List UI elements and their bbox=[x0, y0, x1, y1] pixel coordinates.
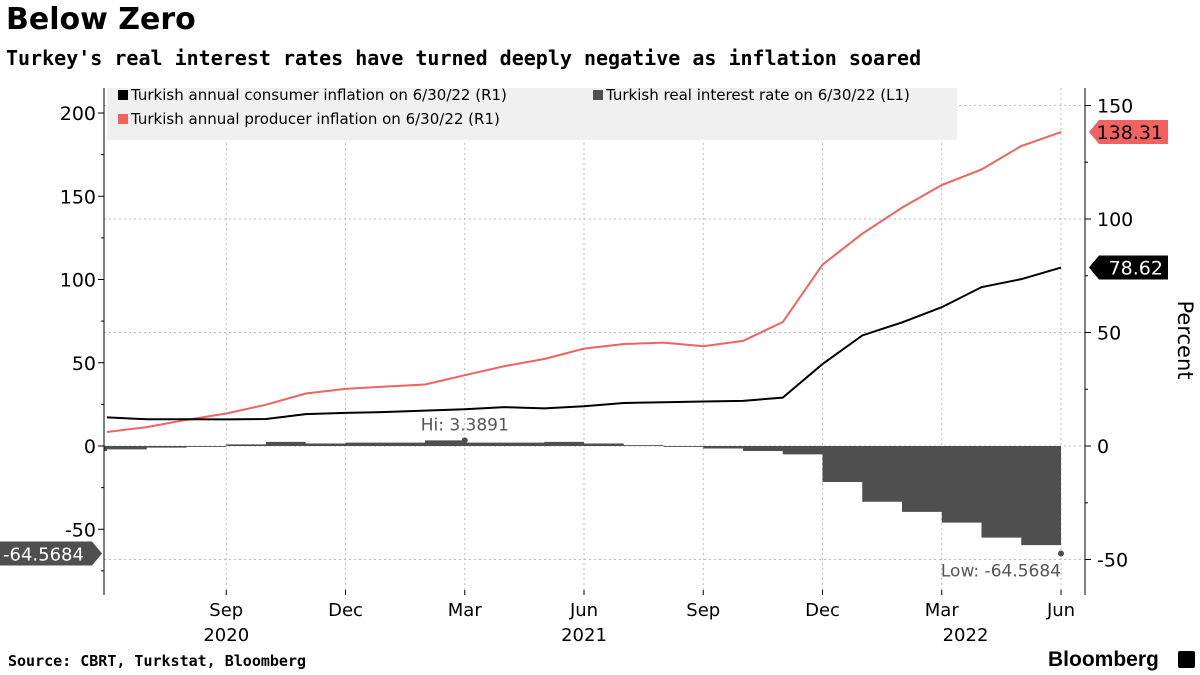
x-tick-label: Mar bbox=[448, 600, 483, 621]
right-tick-label: 0 bbox=[1097, 436, 1109, 458]
left-tick-label: 0 bbox=[84, 436, 96, 458]
bloomberg-logo: Bloomberg bbox=[1048, 648, 1159, 671]
bloomberg-logo-icon bbox=[1178, 651, 1195, 668]
x-year-label: 2022 bbox=[943, 625, 989, 646]
right-tick-label: -50 bbox=[1097, 550, 1128, 572]
x-year-label: 2021 bbox=[561, 625, 607, 646]
value-tag-label: -64.5684 bbox=[3, 545, 84, 566]
chart-subtitle: Turkey's real interest rates have turned… bbox=[6, 46, 922, 70]
left-tick-label: 200 bbox=[60, 103, 96, 125]
low-annotation: Low: -64.5684 bbox=[941, 562, 1061, 582]
chart-title: Below Zero bbox=[6, 2, 196, 37]
x-tick-label: Dec bbox=[328, 600, 363, 621]
left-tick-label: 150 bbox=[60, 186, 96, 208]
value-tag bbox=[1089, 255, 1168, 280]
source-note: Source: CBRT, Turkstat, Bloomberg bbox=[8, 652, 307, 670]
legend-label: Turkish annual consumer inflation on 6/3… bbox=[130, 86, 507, 104]
legend-swatch bbox=[118, 114, 128, 124]
cpi-line bbox=[106, 266, 1062, 421]
x-tick-label: Sep bbox=[686, 600, 720, 621]
x-tick-label: Jun bbox=[569, 600, 598, 621]
right-axis-label: Percent bbox=[1173, 300, 1197, 379]
low-marker bbox=[1058, 550, 1064, 557]
value-tag-label: 138.31 bbox=[1097, 122, 1163, 144]
ppi-line bbox=[106, 131, 1062, 433]
left-tick-label: 100 bbox=[60, 270, 96, 292]
right-tick-label: 100 bbox=[1097, 209, 1133, 231]
left-tick-label: 50 bbox=[72, 353, 96, 375]
x-year-label: 2020 bbox=[203, 625, 249, 646]
value-tag bbox=[1089, 120, 1168, 145]
x-tick-label: Jun bbox=[1046, 600, 1075, 621]
right-tick-label: 150 bbox=[1097, 96, 1133, 118]
x-tick-label: Sep bbox=[209, 600, 243, 621]
value-tag-label: 78.62 bbox=[1109, 258, 1163, 280]
legend-label: Turkish real interest rate on 6/30/22 (L… bbox=[605, 86, 910, 104]
x-tick-label: Mar bbox=[925, 600, 960, 621]
x-tick-label: Dec bbox=[805, 600, 840, 621]
legend-label: Turkish annual producer inflation on 6/3… bbox=[130, 110, 500, 128]
legend-swatch bbox=[118, 90, 128, 100]
real-rate-area bbox=[104, 440, 1061, 554]
right-tick-label: 50 bbox=[1097, 323, 1121, 345]
left-tick-label: -50 bbox=[65, 519, 96, 541]
high-annotation: Hi: 3.3891 bbox=[421, 415, 509, 435]
value-tag bbox=[0, 541, 102, 566]
high-marker bbox=[461, 437, 468, 444]
legend-swatch bbox=[593, 90, 603, 100]
legend-box bbox=[107, 88, 957, 140]
